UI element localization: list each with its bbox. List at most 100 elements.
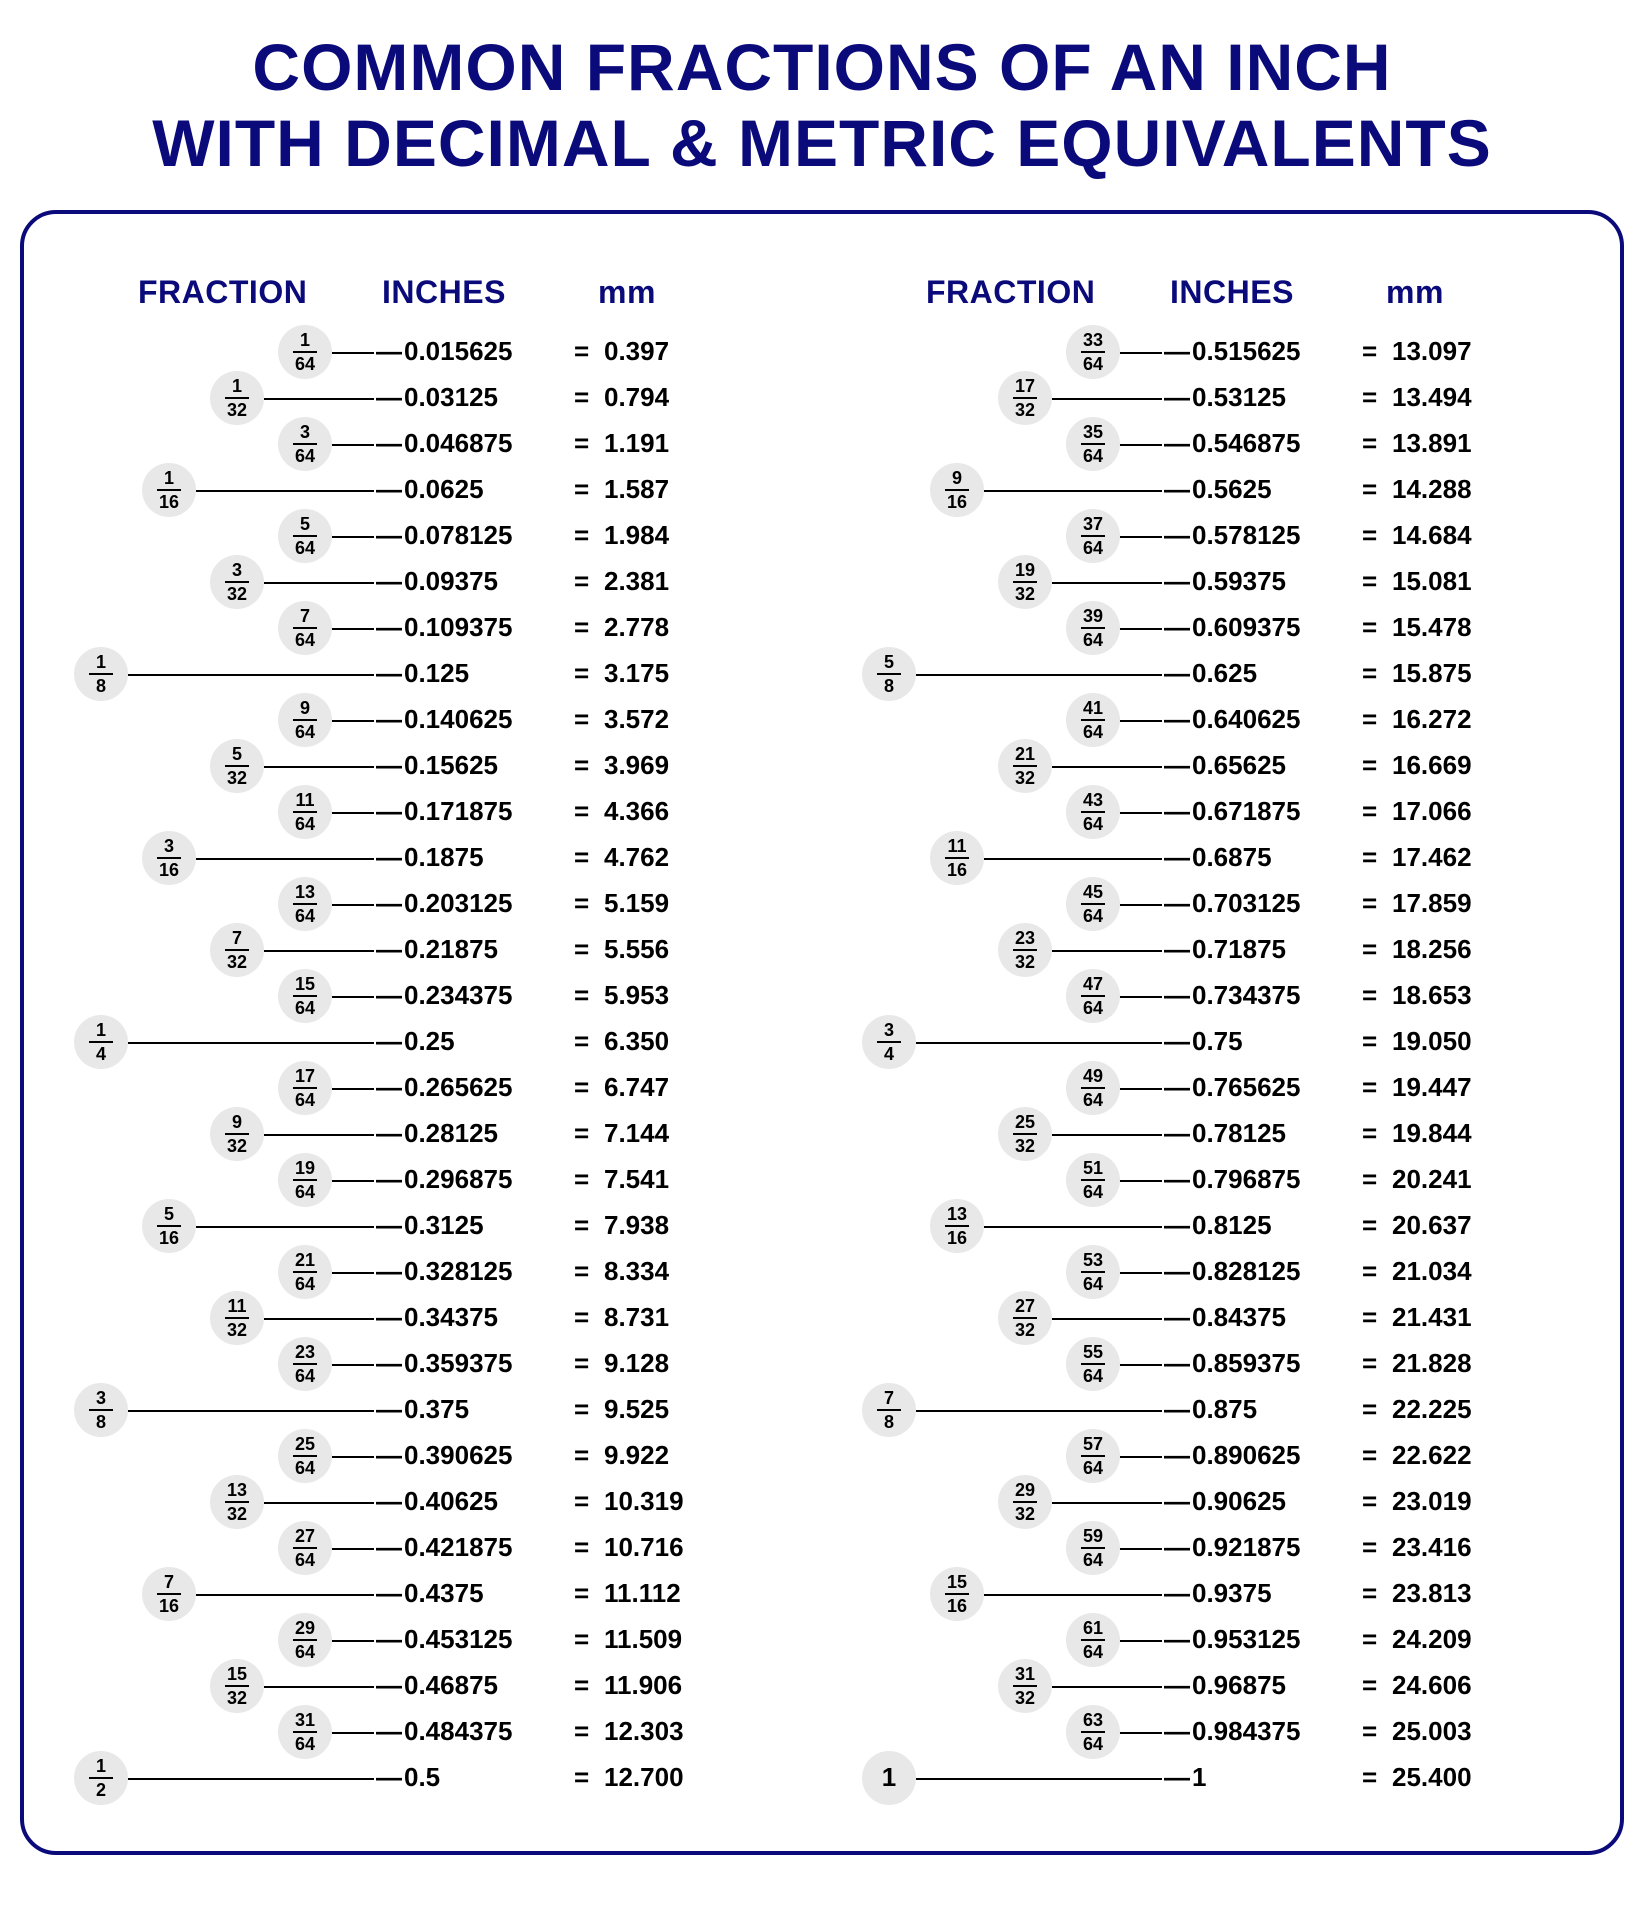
connector-line — [1120, 812, 1162, 814]
fraction-cell: 332 — [74, 559, 374, 605]
fraction-numerator: 5 — [300, 515, 310, 535]
fraction-value: 2564 — [293, 1435, 317, 1477]
fraction-numerator: 5 — [164, 1205, 174, 1225]
mm-value: 16.669 — [1392, 750, 1570, 781]
fraction-numerator: 53 — [1083, 1251, 1103, 1271]
fraction-denominator: 64 — [293, 1087, 317, 1109]
fraction-denominator: 32 — [1013, 1501, 1037, 1523]
mm-value: 20.241 — [1392, 1164, 1570, 1195]
mm-value: 13.494 — [1392, 382, 1570, 413]
connector-line — [1052, 398, 1162, 400]
connector-line — [332, 628, 374, 630]
dash-icon: — — [1162, 1532, 1192, 1563]
fraction-numerator: 61 — [1083, 1619, 1103, 1639]
table-row: 532—0.15625=3.969 — [74, 743, 782, 789]
header-inches: INCHES — [1162, 274, 1362, 311]
equals-icon: = — [574, 520, 604, 551]
mm-value: 15.478 — [1392, 612, 1570, 643]
table-row: 1732—0.53125=13.494 — [862, 375, 1570, 421]
fraction-denominator: 64 — [1081, 995, 1105, 1017]
fraction-denominator: 64 — [293, 1731, 317, 1753]
mm-value: 6.350 — [604, 1026, 782, 1057]
fraction-value: 5564 — [1081, 1343, 1105, 1385]
equals-icon: = — [574, 1118, 604, 1149]
connector-line — [1120, 904, 1162, 906]
dash-icon: — — [1162, 428, 1192, 459]
connector-line — [984, 858, 1162, 860]
fraction-denominator: 32 — [225, 397, 249, 419]
table-row: 132—0.03125=0.794 — [74, 375, 782, 421]
dash-icon: — — [1162, 1302, 1192, 1333]
fraction-bubble: 3132 — [998, 1659, 1052, 1713]
dash-icon: — — [1162, 1624, 1192, 1655]
table-row: 5564—0.859375=21.828 — [862, 1341, 1570, 1387]
dash-icon: — — [1162, 520, 1192, 551]
fraction-value: 4764 — [1081, 975, 1105, 1017]
right-column: FRACTION INCHES mm 3364—0.515625=13.0971… — [862, 274, 1570, 1801]
equals-icon: = — [574, 1762, 604, 1793]
connector-line — [196, 490, 374, 492]
mm-value: 13.891 — [1392, 428, 1570, 459]
fraction-value: 3764 — [1081, 515, 1105, 557]
header-mm: mm — [1362, 274, 1570, 311]
table-row: 3132—0.96875=24.606 — [862, 1663, 1570, 1709]
mm-value: 0.794 — [604, 382, 782, 413]
fraction-bubble: 4764 — [1066, 969, 1120, 1023]
equals-icon: = — [1362, 1072, 1392, 1103]
fraction-bubble: 1 — [862, 1751, 916, 1805]
dash-icon: — — [374, 1210, 404, 1241]
table-row: 2164—0.328125=8.334 — [74, 1249, 782, 1295]
mm-value: 25.400 — [1392, 1762, 1570, 1793]
table-row: 116—0.0625=1.587 — [74, 467, 782, 513]
connector-line — [196, 1594, 374, 1596]
fraction-value: 2964 — [293, 1619, 317, 1661]
mm-value: 11.509 — [604, 1624, 782, 1655]
mm-value: 9.922 — [604, 1440, 782, 1471]
table-row: 34—0.75=19.050 — [862, 1019, 1570, 1065]
fraction-value: 18 — [89, 653, 113, 695]
fraction-cell: 3764 — [862, 513, 1162, 559]
mm-value: 24.606 — [1392, 1670, 1570, 1701]
connector-line — [264, 950, 374, 952]
left-rows: 164—0.015625=0.397132—0.03125=0.794364—0… — [74, 329, 782, 1801]
table-row: 1116—0.6875=17.462 — [862, 835, 1570, 881]
mm-value: 0.397 — [604, 336, 782, 367]
connector-line — [1120, 536, 1162, 538]
fraction-cell: 1332 — [74, 1479, 374, 1525]
inches-value: 0.140625 — [404, 704, 574, 735]
equals-icon: = — [1362, 1394, 1392, 1425]
dash-icon: — — [1162, 1486, 1192, 1517]
connector-line — [1120, 1088, 1162, 1090]
connector-line — [332, 904, 374, 906]
fraction-bubble: 4564 — [1066, 877, 1120, 931]
dash-icon: — — [1162, 336, 1192, 367]
connector-line — [264, 398, 374, 400]
fraction-numerator: 3 — [300, 423, 310, 443]
table-row: 516—0.3125=7.938 — [74, 1203, 782, 1249]
dash-icon: — — [374, 474, 404, 505]
inches-value: 0.3125 — [404, 1210, 574, 1241]
mm-value: 7.938 — [604, 1210, 782, 1241]
dash-icon: — — [1162, 1072, 1192, 1103]
fraction-numerator: 35 — [1083, 423, 1103, 443]
connector-line — [332, 1088, 374, 1090]
table-row: 3564—0.546875=13.891 — [862, 421, 1570, 467]
inches-value: 0.765625 — [1192, 1072, 1362, 1103]
equals-icon: = — [574, 750, 604, 781]
fraction-value: 2732 — [1013, 1297, 1037, 1339]
fraction-numerator: 7 — [884, 1389, 894, 1409]
equals-icon: = — [574, 934, 604, 965]
connector-line — [1120, 1272, 1162, 1274]
mm-value: 3.969 — [604, 750, 782, 781]
inches-value: 0.828125 — [1192, 1256, 1362, 1287]
fraction-bubble: 4364 — [1066, 785, 1120, 839]
fraction-value: 164 — [293, 331, 317, 373]
fraction-numerator: 11 — [947, 837, 966, 857]
fraction-denominator: 32 — [225, 949, 249, 971]
mm-value: 23.019 — [1392, 1486, 1570, 1517]
table-row: 1332—0.40625=10.319 — [74, 1479, 782, 1525]
fraction-denominator: 64 — [1081, 1455, 1105, 1477]
header-inches: INCHES — [374, 274, 574, 311]
fraction-cell: 516 — [74, 1203, 374, 1249]
mm-value: 12.303 — [604, 1716, 782, 1747]
